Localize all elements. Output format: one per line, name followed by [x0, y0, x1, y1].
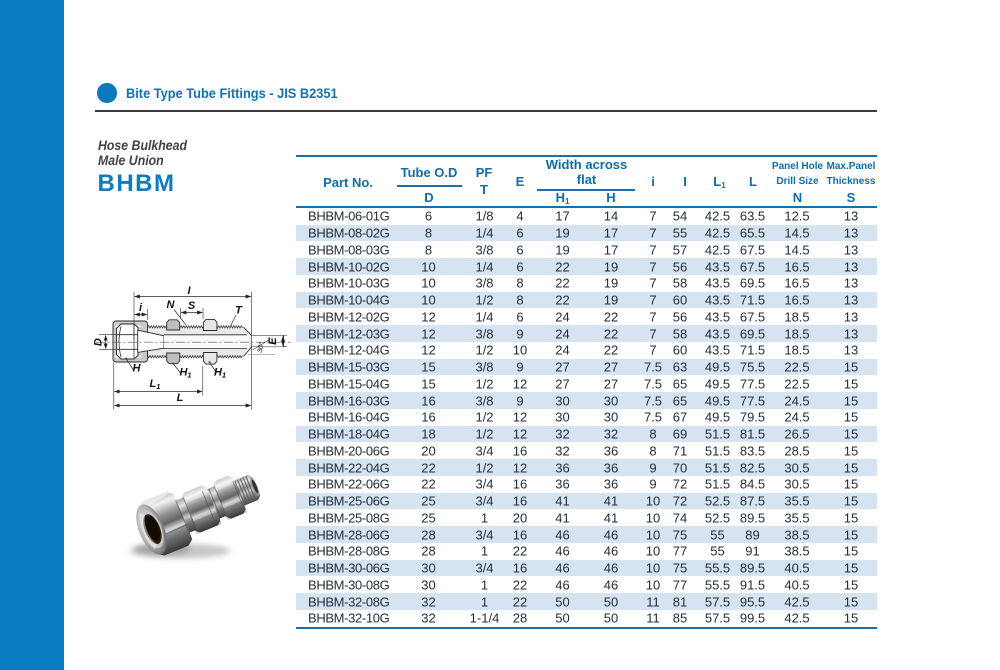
svg-text:I: I [187, 285, 191, 297]
svg-text:30°: 30° [256, 341, 266, 353]
svg-text:D: D [93, 338, 105, 346]
svg-text:H1: H1 [214, 367, 226, 380]
svg-text:H: H [133, 363, 142, 375]
svg-text:L1: L1 [150, 378, 161, 391]
svg-text:L: L [177, 392, 184, 404]
svg-text:T: T [235, 305, 243, 317]
svg-text:N: N [167, 299, 176, 311]
svg-text:H1: H1 [179, 367, 191, 380]
svg-text:E: E [267, 337, 279, 345]
svg-text:i: i [139, 302, 143, 314]
svg-text:S: S [188, 300, 196, 312]
